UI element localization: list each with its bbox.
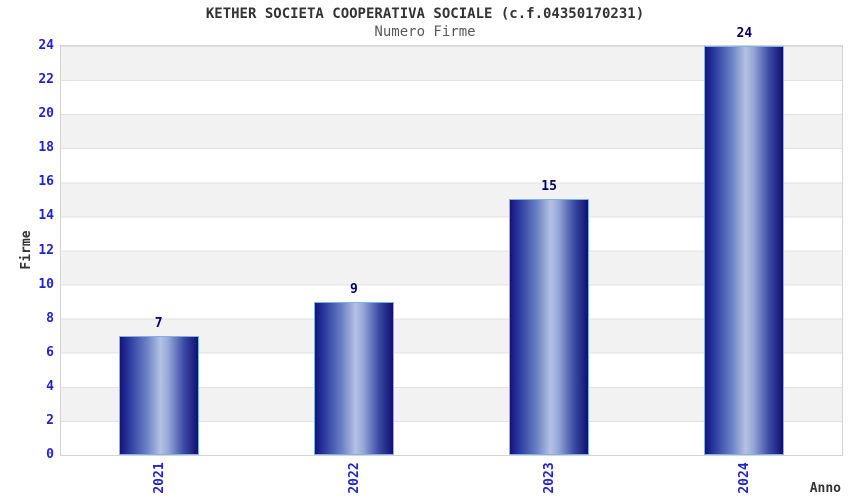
y-tick-label: 6 xyxy=(46,344,54,360)
chart-subtitle: Numero Firme xyxy=(374,24,476,40)
y-tick-label: 8 xyxy=(46,310,54,326)
y-tick-label: 2 xyxy=(46,412,54,428)
y-tick-label: 0 xyxy=(46,447,54,462)
bar-value-label: 24 xyxy=(736,26,753,41)
y-tick-label: 12 xyxy=(38,242,54,258)
bar-2021 xyxy=(118,335,199,455)
y-tick-label: 20 xyxy=(38,106,54,122)
bar-value-label: 9 xyxy=(349,281,358,297)
chart-title: KETHER SOCIETA COOPERATIVA SOCIALE (c.f.… xyxy=(205,6,645,22)
bar-value-label: 15 xyxy=(541,179,557,195)
x-tick-label: 2021 xyxy=(151,462,167,494)
y-axis-title: Firme xyxy=(18,230,34,270)
x-tick-label: 2022 xyxy=(346,462,362,494)
x-axis-title: Anno xyxy=(809,481,841,496)
bar-2024 xyxy=(704,46,785,455)
y-tick-label: 14 xyxy=(38,208,54,224)
bar-2023 xyxy=(509,199,590,455)
y-tick-label: 16 xyxy=(38,174,54,190)
y-tick-label: 24 xyxy=(38,38,54,53)
x-tick-label: 2023 xyxy=(541,462,557,494)
x-tick-label: 2024 xyxy=(736,462,752,494)
bar-2022 xyxy=(313,301,394,455)
bar-value-label: 7 xyxy=(154,315,163,331)
y-tick-label: 22 xyxy=(38,72,54,88)
y-tick-label: 4 xyxy=(46,378,54,394)
y-tick-label: 18 xyxy=(38,140,54,156)
y-tick-label: 10 xyxy=(38,276,54,292)
